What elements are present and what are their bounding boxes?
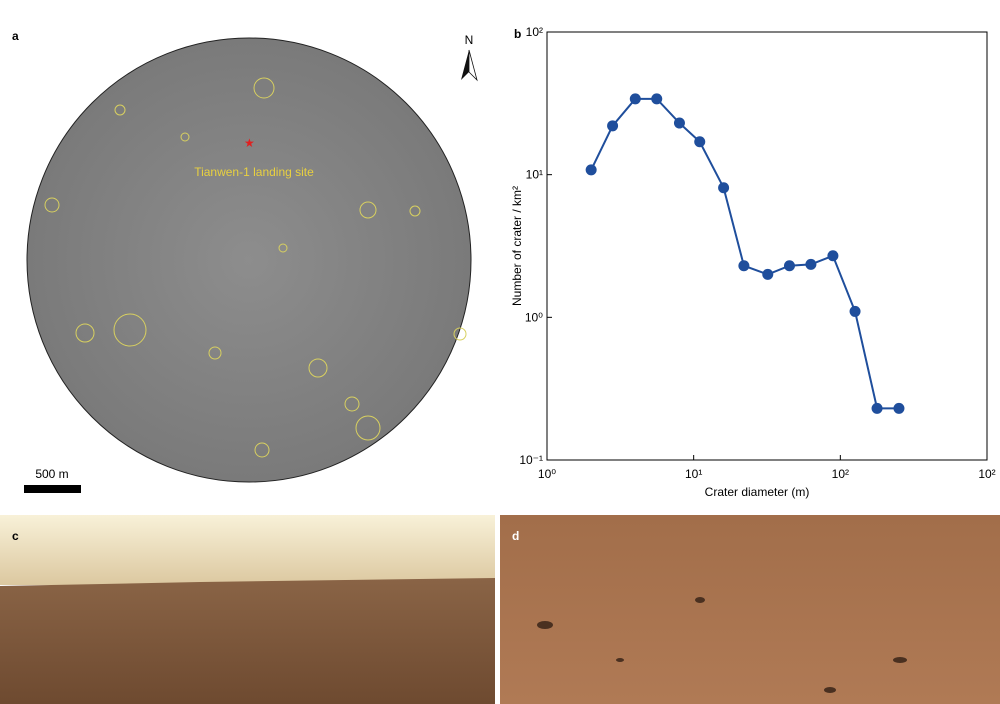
data-point	[849, 305, 861, 317]
y-tick-label: 10⁻¹	[519, 453, 543, 467]
x-axis-label: Crater diameter (m)	[705, 485, 810, 499]
data-point	[694, 136, 706, 148]
panel-label: c	[12, 529, 19, 543]
landing-star: ★	[244, 136, 255, 150]
data-point	[871, 402, 883, 414]
data-point	[893, 402, 905, 414]
y-tick-label: 10¹	[526, 168, 543, 182]
y-tick-label: 10²	[526, 25, 543, 39]
series-line	[590, 97, 899, 410]
data-point	[718, 182, 730, 194]
crater-outlines	[44, 77, 467, 458]
north-label: N	[465, 33, 474, 47]
x-tick-label: 10²	[832, 467, 849, 481]
x-tick-label: 10²	[978, 467, 995, 481]
photo-ground	[0, 578, 495, 704]
data-point	[673, 117, 685, 129]
photo-sky	[0, 515, 495, 585]
north-arrow	[468, 49, 478, 82]
data-point	[762, 268, 774, 280]
y-tick-label: 10⁰	[525, 310, 543, 324]
scale-bar-label: 500 m	[35, 467, 68, 481]
plot-frame	[546, 31, 988, 461]
data-point	[738, 260, 750, 272]
landing-site-label: Tianwen-1 landing site	[194, 165, 314, 179]
data-point	[805, 258, 817, 270]
y-axis-label: Number of crater / km²	[510, 186, 524, 306]
scale-bar	[24, 485, 81, 493]
data-point	[651, 93, 663, 105]
x-tick-label: 10⁰	[538, 467, 556, 481]
data-point	[607, 120, 619, 132]
data-point	[585, 164, 597, 176]
data-point	[783, 260, 795, 272]
panel-label: d	[512, 529, 519, 543]
panel-label: a	[12, 29, 19, 43]
panel-label: b	[514, 27, 521, 41]
data-point	[827, 250, 839, 262]
north-arrow	[461, 50, 469, 80]
photo-ground	[500, 515, 1000, 704]
x-tick-label: 10¹	[685, 467, 702, 481]
data-point	[629, 93, 641, 105]
map-image	[26, 37, 472, 483]
rocks	[537, 597, 907, 693]
